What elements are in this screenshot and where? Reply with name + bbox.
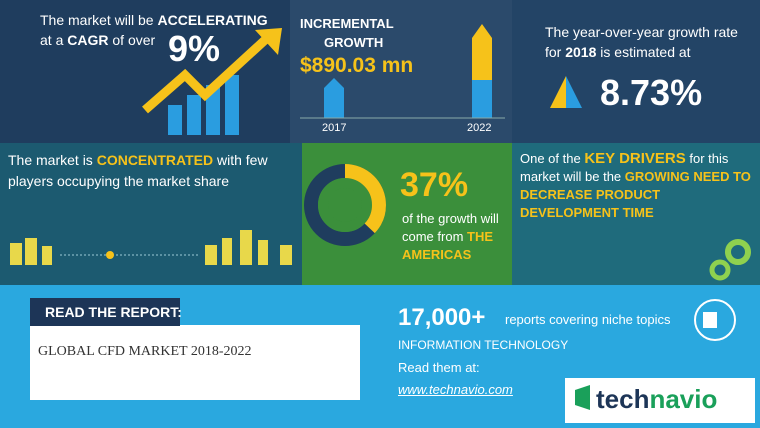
drivers-text: One of the KEY DRIVERS for this market w… xyxy=(520,150,755,222)
cagr-text: The market will be ACCELERATING at a CAG… xyxy=(40,10,300,50)
logo: technavio xyxy=(596,384,717,415)
highlight: THE AMERICAS xyxy=(402,229,494,262)
logo-text: navio xyxy=(649,384,718,414)
year-label: 2017 xyxy=(322,122,347,134)
category: INFORMATION TECHNOLOGY xyxy=(398,338,569,352)
year-label: 2022 xyxy=(467,122,492,134)
count-text: reports covering niche topics xyxy=(505,312,671,327)
concentrated-text: The market is CONCENTRATED with few play… xyxy=(8,150,298,192)
text: for this market will be the xyxy=(520,151,729,184)
read-label: READ THE REPORT: xyxy=(45,304,182,320)
growth-value: $890.03 mn xyxy=(300,54,414,77)
highlight: CONCENTRATED xyxy=(96,152,214,168)
highlight: CAGR xyxy=(67,32,109,48)
yoy-value: 8.73% xyxy=(600,72,703,113)
region-text: of the growth will come from THE AMERICA… xyxy=(402,210,507,264)
highlight: GROWING NEED TO DECREASE PRODUCT DEVELOP… xyxy=(520,169,751,220)
text: for xyxy=(545,44,566,60)
logo-text: tech xyxy=(596,384,650,414)
highlight: KEY DRIVERS xyxy=(584,150,686,167)
donut-segment xyxy=(304,164,386,246)
report-count: 17,000+ xyxy=(398,304,486,331)
text: The year-over-year growth rate xyxy=(545,24,738,40)
share-value: 37% xyxy=(400,166,469,204)
text: at a xyxy=(40,32,68,48)
report-title: GLOBAL CFD MARKET 2018-2022 xyxy=(38,344,252,359)
url-link[interactable]: www.technavio.com xyxy=(398,382,513,397)
text: is estimated at xyxy=(596,44,691,60)
text: The market is xyxy=(8,152,97,168)
text: of the growth will come from xyxy=(402,211,499,244)
highlight: ACCELERATING xyxy=(157,12,268,28)
text: of over xyxy=(108,32,156,48)
yoy-text: The year-over-year growth rate for 2018 i… xyxy=(545,22,738,62)
text: with few players occupying the market sh… xyxy=(8,152,268,189)
text: The market will be xyxy=(40,12,158,28)
read-at: Read them at: xyxy=(398,360,480,375)
text: GROWTH xyxy=(324,35,384,50)
text: One of the xyxy=(520,151,585,166)
growth-title: INCREMENTAL GROWTH xyxy=(300,14,394,52)
cagr-value: 9% xyxy=(168,28,221,69)
text: INCREMENTAL xyxy=(300,16,394,31)
highlight: 2018 xyxy=(565,44,597,60)
